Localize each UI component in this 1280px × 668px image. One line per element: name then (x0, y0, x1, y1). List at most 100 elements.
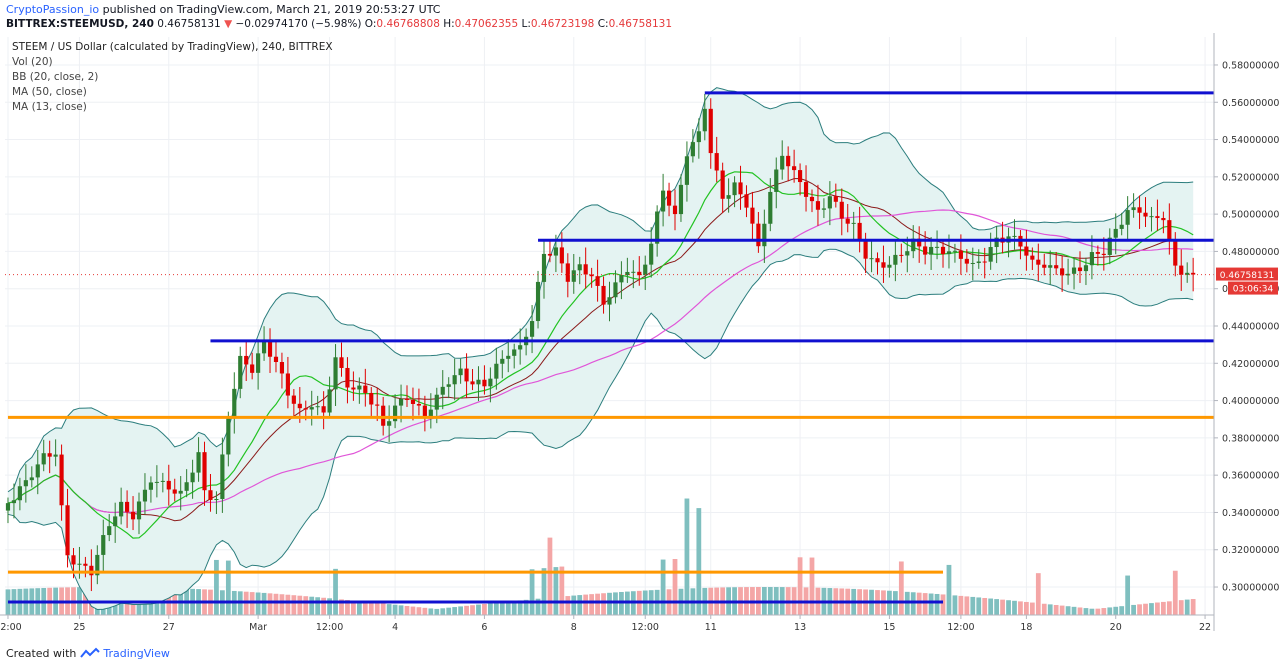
candle-body (184, 482, 189, 491)
x-tick-label: 20 (1110, 622, 1122, 633)
x-tick-label: 18 (1020, 622, 1032, 633)
volume-bar (684, 498, 690, 615)
volume-bar (1119, 606, 1125, 615)
indicator-legend: STEEM / US Dollar (calculated by Trading… (12, 40, 333, 115)
volume-bar (1047, 604, 1053, 615)
volume-bar (517, 600, 523, 615)
candle-body (47, 453, 52, 457)
volume-bar (1125, 575, 1131, 615)
candle-body (595, 276, 600, 286)
volume-bar (958, 595, 964, 615)
candle-body (11, 500, 17, 504)
candle-body (1066, 273, 1071, 276)
legend-ma13[interactable]: MA (13, close) (12, 101, 87, 113)
volume-bar (315, 597, 321, 615)
candle-body (315, 406, 320, 408)
volume-bar (505, 601, 511, 615)
candle-body (83, 563, 88, 566)
y-tick-label: 0.38000000 (1222, 433, 1279, 444)
open-value: 0.46768808 (376, 18, 440, 30)
volume-bar (589, 594, 595, 615)
candle-body (393, 405, 398, 422)
candle-body (482, 379, 487, 387)
symbol-label: BITTREX:STEEMUSD, 240 (6, 18, 154, 30)
candle-body (291, 395, 296, 404)
x-tick-label: 27 (163, 622, 175, 633)
x-tick-label: 4 (392, 622, 398, 633)
candle-body (1036, 259, 1041, 265)
price-chart[interactable]: 0.30000000 0.32000000 0.34000000 0.36000000… (0, 33, 1280, 643)
volume-bar (267, 593, 273, 615)
y-tick-label: 0.30000000 (1222, 583, 1279, 594)
candle-body (917, 238, 922, 247)
volume-bar (303, 596, 309, 615)
candle-body (923, 246, 928, 255)
volume-bar (1035, 573, 1041, 615)
candle-body (148, 482, 153, 490)
author-link[interactable]: CryptoPassion_io (6, 3, 100, 16)
volume-bar (523, 599, 529, 615)
candle-body (214, 498, 219, 500)
volume-bar (327, 598, 332, 615)
volume-bar (1012, 600, 1017, 615)
candle-body (458, 368, 463, 376)
x-tick-label: 12:00 (632, 622, 659, 633)
candle-body (940, 246, 946, 255)
candle-body (1185, 272, 1190, 275)
x-tick-label: 11 (705, 622, 717, 633)
candle-body (440, 386, 445, 395)
y-tick-label: 0.52000000 (1222, 172, 1279, 183)
candle-body (416, 403, 422, 406)
candle-body (506, 355, 511, 359)
candle-body (244, 355, 249, 365)
candle-body (5, 503, 11, 511)
volume-bar (1071, 606, 1077, 615)
volume-bar (380, 603, 386, 615)
candle-body (762, 223, 767, 247)
volume-bar (910, 592, 916, 615)
candle-body (17, 486, 22, 501)
candle-body (613, 282, 618, 298)
x-tick-label: 15 (883, 622, 895, 633)
candle-body (553, 247, 558, 256)
candle-body (1131, 207, 1136, 211)
current-price-label: 0.46758131 (1220, 271, 1274, 281)
candle-body (1161, 217, 1166, 221)
candle-body (786, 155, 791, 167)
candle-body (702, 108, 707, 132)
x-tick-label: 12:00 (947, 622, 974, 633)
candle-body (488, 378, 493, 387)
volume-bar (428, 608, 434, 615)
candle-body (226, 418, 231, 455)
volume-bar (440, 608, 446, 615)
candle-body (875, 258, 880, 263)
candle-body (339, 357, 344, 368)
candle-body (982, 261, 987, 263)
volume-bar (1172, 570, 1178, 615)
candle-body (512, 349, 517, 356)
candle-body (65, 505, 70, 556)
high-label: H: (443, 18, 455, 30)
volume-bar (1155, 602, 1160, 615)
y-tick-label: 0.32000000 (1222, 545, 1279, 556)
candle-body (994, 237, 999, 248)
volume-bar (386, 604, 392, 615)
legend-bollinger[interactable]: BB (20, close, 2) (12, 71, 99, 83)
candle-body (428, 409, 433, 417)
candle-body (1125, 210, 1130, 225)
candle-body (535, 281, 541, 322)
candle-body (1143, 212, 1148, 217)
x-tick-label: 22 (1199, 622, 1211, 633)
candle-body (273, 356, 279, 363)
tradingview-link[interactable]: TradingView (103, 647, 170, 660)
candle-body (809, 196, 815, 202)
volume-bar (547, 537, 553, 615)
legend-ma50[interactable]: MA (50, close) (12, 86, 87, 98)
candle-body (559, 247, 564, 264)
candle-body (857, 222, 862, 242)
candle-body (119, 501, 124, 517)
candle-body (792, 166, 797, 171)
candle-body (1077, 267, 1083, 272)
candle-body (261, 340, 267, 354)
legend-volume[interactable]: Vol (20) (12, 56, 53, 68)
